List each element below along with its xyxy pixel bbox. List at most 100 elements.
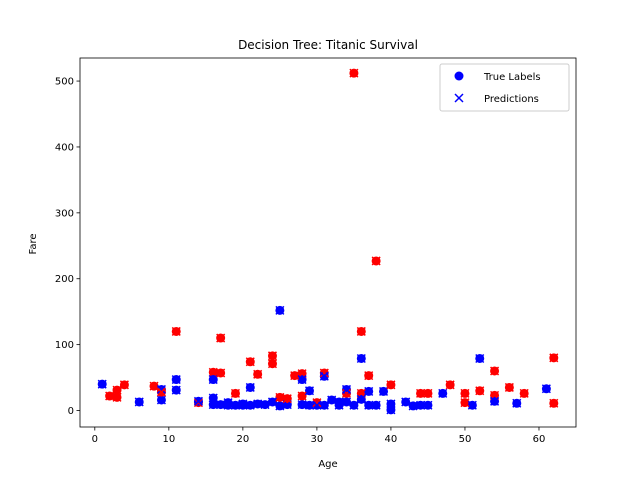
data-points — [97, 68, 559, 415]
prediction-point — [105, 391, 115, 401]
prediction-point — [460, 388, 470, 398]
prediction-point — [460, 398, 470, 408]
prediction-point — [512, 398, 522, 408]
prediction-point — [297, 391, 307, 401]
prediction-point — [112, 385, 122, 395]
prediction-point — [260, 400, 270, 410]
prediction-point — [401, 397, 411, 407]
prediction-point — [371, 400, 381, 410]
prediction-point — [245, 382, 255, 392]
legend-true-label: True Labels — [483, 72, 541, 83]
prediction-point — [327, 395, 337, 405]
y-tick-label: 500 — [55, 77, 74, 88]
prediction-point — [356, 326, 366, 336]
prediction-point — [149, 381, 159, 391]
prediction-point — [386, 405, 396, 415]
prediction-point — [549, 398, 559, 408]
prediction-point — [223, 398, 233, 408]
prediction-point — [341, 388, 352, 398]
y-tick-label: 0 — [68, 406, 74, 417]
prediction-point — [245, 400, 255, 410]
prediction-point — [364, 386, 374, 396]
prediction-point — [549, 353, 559, 363]
x-tick-label: 50 — [459, 434, 472, 445]
prediction-point — [349, 400, 359, 410]
prediction-point — [223, 400, 233, 410]
prediction-point — [216, 368, 226, 378]
prediction-point — [119, 380, 129, 390]
prediction-point — [297, 400, 307, 410]
prediction-point — [438, 388, 448, 398]
prediction-point — [341, 384, 352, 394]
prediction-point — [267, 351, 278, 361]
prediction-point — [156, 384, 166, 394]
prediction-point — [216, 400, 226, 410]
prediction-point — [171, 385, 181, 395]
prediction-point — [504, 382, 514, 392]
prediction-point — [193, 398, 203, 408]
prediction-point — [267, 397, 278, 407]
prediction-point — [475, 353, 485, 364]
prediction-point — [467, 400, 477, 410]
prediction-point — [208, 367, 218, 377]
prediction-point — [238, 399, 248, 409]
prediction-point — [245, 357, 255, 367]
prediction-point — [193, 396, 203, 406]
legend: True Labels Predictions — [439, 63, 570, 112]
prediction-point — [253, 399, 263, 409]
prediction-point — [156, 387, 166, 397]
prediction-point — [356, 394, 366, 404]
prediction-point — [275, 401, 285, 411]
prediction-point — [349, 68, 359, 78]
legend-pred-label: Predictions — [484, 94, 539, 105]
prediction-point — [319, 400, 329, 410]
prediction-point — [416, 388, 426, 398]
prediction-point — [297, 375, 307, 385]
x-tick-label: 40 — [385, 434, 398, 445]
prediction-point — [371, 256, 381, 266]
prediction-point — [364, 371, 374, 381]
prediction-point — [282, 394, 292, 404]
prediction-point — [208, 375, 218, 385]
chart-title: Decision Tree: Titanic Survival — [238, 38, 418, 52]
prediction-point — [364, 400, 374, 410]
x-tick-label: 30 — [311, 434, 324, 445]
legend-pred-marker — [454, 93, 464, 103]
prediction-point — [290, 371, 300, 381]
prediction-point — [541, 384, 551, 394]
prediction-point — [304, 386, 315, 396]
x-tick-label: 0 — [92, 434, 98, 445]
prediction-point — [423, 388, 433, 398]
prediction-point — [208, 393, 218, 403]
prediction-point — [334, 400, 344, 410]
prediction-point — [519, 388, 529, 398]
x-tick-label: 20 — [236, 434, 249, 445]
plot-frame — [79, 57, 577, 428]
x-axis-label: Age — [318, 459, 337, 470]
prediction-point — [230, 388, 240, 398]
y-tick-label: 400 — [55, 142, 74, 153]
prediction-point — [319, 368, 329, 378]
prediction-point — [445, 380, 455, 390]
prediction-point — [238, 400, 248, 410]
prediction-point — [378, 386, 389, 396]
prediction-point — [490, 366, 500, 376]
prediction-point — [275, 392, 285, 402]
prediction-point — [334, 397, 344, 407]
prediction-point — [230, 400, 240, 410]
prediction-point — [341, 397, 352, 407]
prediction-point — [319, 371, 329, 381]
prediction-point — [134, 397, 144, 407]
legend-box — [439, 63, 570, 112]
x-tick-label: 10 — [162, 434, 175, 445]
axes: 0 10 20 30 40 50 60 0 100 200 300 400 500 — [55, 57, 577, 445]
prediction-point — [208, 400, 218, 410]
prediction-point — [216, 333, 226, 343]
prediction-point — [312, 398, 322, 408]
x-tick-label: 60 — [533, 434, 546, 445]
legend-true-marker — [454, 71, 464, 81]
prediction-point — [408, 401, 418, 411]
prediction-point — [171, 375, 181, 385]
prediction-point — [490, 396, 500, 406]
